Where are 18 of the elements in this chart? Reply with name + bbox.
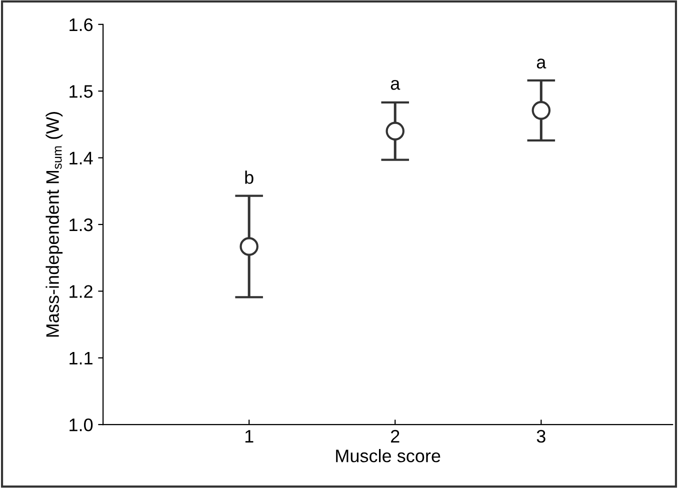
y-tick-label: 1.2 <box>70 285 92 298</box>
annotation: a <box>536 58 546 69</box>
annotation: a <box>390 80 400 90</box>
y-tick-label: 1.4 <box>70 152 93 164</box>
point <box>240 237 258 256</box>
y-tick-label: 1.1 <box>70 352 92 364</box>
y-tick-label: 1.5 <box>70 85 93 98</box>
x-tick-label: 2 <box>391 430 400 443</box>
point <box>532 101 551 120</box>
x-tick-label: 3 <box>536 430 546 443</box>
x-axis-title: Muscle score <box>336 449 440 462</box>
annotation: b <box>245 170 254 184</box>
point <box>386 122 404 140</box>
y-tick-label: 1.6 <box>70 18 93 32</box>
y-tick-label: 1.3 <box>70 218 93 232</box>
y-tick-label: 1.0 <box>70 418 93 432</box>
y-axis-title: Mass-independent M$_{sum}$ (W) <box>46 112 63 337</box>
x-tick-label: 1 <box>245 430 254 443</box>
